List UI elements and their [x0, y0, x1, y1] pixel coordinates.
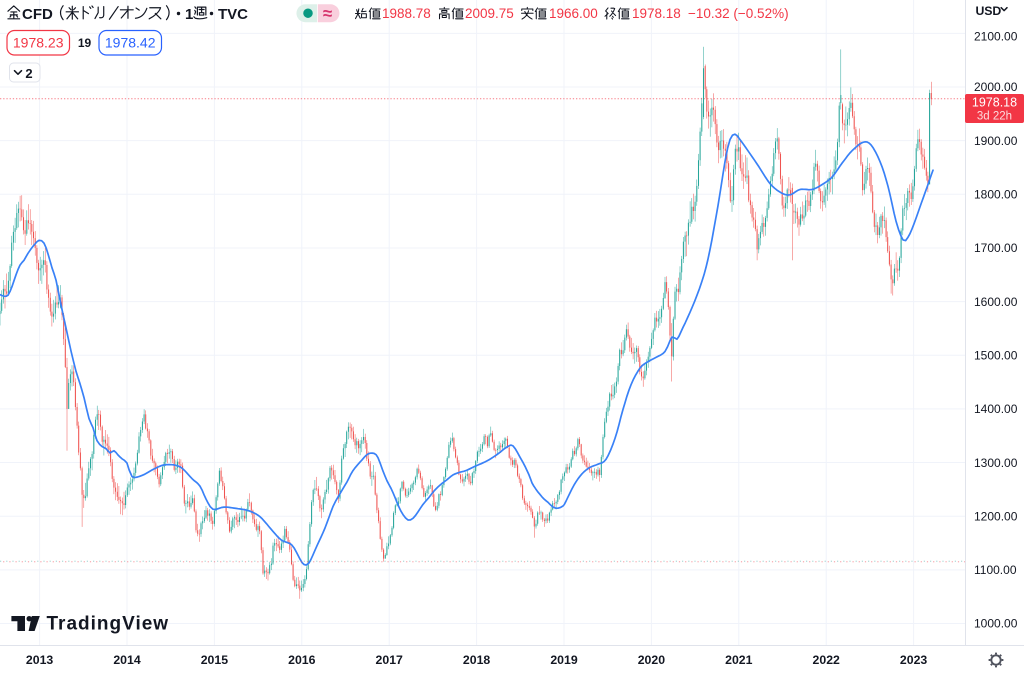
svg-text:2100.00: 2100.00: [974, 30, 1018, 44]
svg-text:2: 2: [25, 66, 32, 81]
svg-text:−10.32 (−0.52%): −10.32 (−0.52%): [688, 6, 789, 21]
svg-text:2021: 2021: [725, 653, 753, 667]
svg-text:1600.00: 1600.00: [974, 295, 1018, 309]
svg-text:1978.23: 1978.23: [13, 35, 64, 51]
svg-text:2016: 2016: [288, 653, 316, 667]
svg-text:1900.00: 1900.00: [974, 134, 1018, 148]
svg-text:1000.00: 1000.00: [974, 617, 1018, 631]
svg-text:1200.00: 1200.00: [974, 509, 1018, 523]
svg-text:2000.00: 2000.00: [974, 80, 1018, 94]
svg-text:1978.18: 1978.18: [632, 6, 681, 21]
svg-text:1978.18: 1978.18: [972, 96, 1017, 110]
svg-text:1800.00: 1800.00: [974, 188, 1018, 202]
svg-text:1500.00: 1500.00: [974, 348, 1018, 362]
svg-text:TVC: TVC: [218, 6, 248, 23]
svg-text:TradingView: TradingView: [47, 614, 170, 635]
svg-text:19: 19: [78, 36, 92, 50]
svg-text:≈: ≈: [323, 4, 332, 23]
svg-text:2018: 2018: [463, 653, 491, 667]
svg-text:2019: 2019: [550, 653, 578, 667]
svg-text:1700.00: 1700.00: [974, 241, 1018, 255]
svg-text:2014: 2014: [113, 653, 141, 667]
svg-text:1300.00: 1300.00: [974, 456, 1018, 470]
svg-text:1: 1: [185, 6, 193, 23]
svg-text:1978.42: 1978.42: [105, 35, 156, 51]
svg-text:USD: USD: [976, 4, 1002, 18]
svg-text:2017: 2017: [376, 653, 404, 667]
svg-text:2023: 2023: [900, 653, 928, 667]
svg-text:CFD: CFD: [22, 6, 53, 23]
svg-text:1988.78: 1988.78: [382, 6, 431, 21]
svg-text:3d 22h: 3d 22h: [977, 111, 1012, 123]
svg-text:2020: 2020: [638, 653, 666, 667]
svg-text:2015: 2015: [201, 653, 229, 667]
svg-text:2022: 2022: [813, 653, 841, 667]
svg-text:1100.00: 1100.00: [974, 563, 1017, 577]
svg-text:2009.75: 2009.75: [465, 6, 514, 21]
svg-text:1400.00: 1400.00: [974, 402, 1018, 416]
svg-text:1966.00: 1966.00: [549, 6, 598, 21]
svg-text:2013: 2013: [26, 653, 54, 667]
